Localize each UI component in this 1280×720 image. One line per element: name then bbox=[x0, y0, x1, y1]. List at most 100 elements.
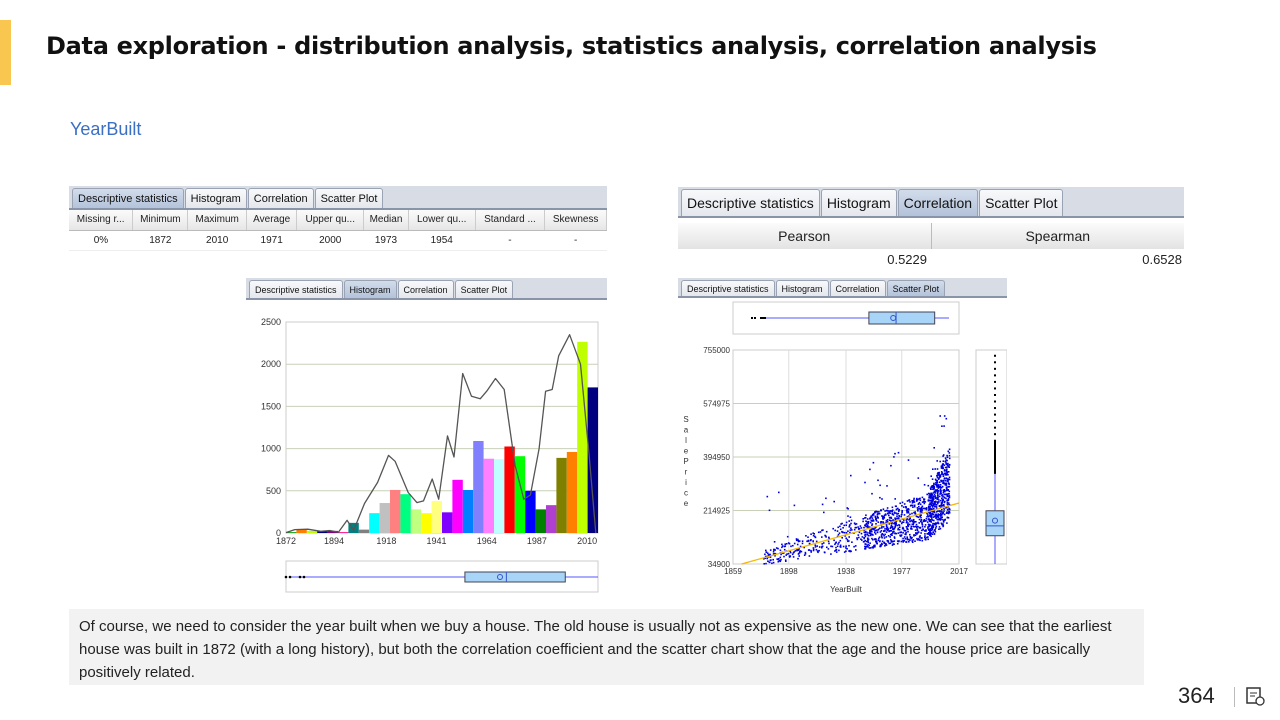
stat-value: 1971 bbox=[260, 234, 283, 246]
scatter-point bbox=[921, 524, 924, 526]
scatter-point bbox=[924, 538, 926, 541]
scatter-point bbox=[927, 505, 930, 508]
column-header[interactable]: Skewness bbox=[544, 210, 607, 231]
column-header[interactable]: Standard ... bbox=[475, 210, 546, 231]
tab-scatter-plot[interactable]: Scatter Plot bbox=[886, 280, 946, 296]
tab-scatter-plot[interactable]: Scatter Plot bbox=[454, 280, 514, 298]
outlier-point bbox=[994, 413, 996, 416]
scatter-point bbox=[932, 468, 934, 470]
explanation-text: Of course, we need to consider the year … bbox=[69, 609, 1144, 685]
tab-descriptive-statistics[interactable]: Descriptive statistics bbox=[249, 280, 343, 298]
histogram-bar bbox=[566, 451, 578, 533]
scatter-point bbox=[933, 493, 936, 496]
tab-correlation[interactable]: Correlation bbox=[247, 188, 314, 208]
scatter-point bbox=[935, 484, 938, 487]
x-tick-label: 1872 bbox=[276, 536, 296, 546]
scatter-point bbox=[911, 519, 913, 522]
scatter-point bbox=[932, 488, 934, 490]
y-tick-label: 574975 bbox=[703, 400, 730, 409]
scatter-point bbox=[879, 484, 881, 487]
scatter-point bbox=[914, 529, 917, 531]
column-header[interactable]: Lower qu... bbox=[408, 210, 476, 231]
column-header[interactable]: Median bbox=[363, 210, 409, 231]
scatter-point bbox=[801, 540, 804, 542]
scatter-point bbox=[932, 525, 935, 527]
scatter-point bbox=[931, 528, 933, 531]
scatter-point bbox=[938, 505, 941, 507]
scatter-point bbox=[916, 500, 918, 502]
scatter-point bbox=[867, 539, 869, 541]
scatter-point bbox=[946, 522, 948, 524]
scatter-point bbox=[924, 507, 926, 510]
scatter-point bbox=[917, 525, 919, 528]
column-header[interactable]: Maximum bbox=[187, 210, 247, 231]
y-tick-label: 34900 bbox=[708, 560, 731, 569]
tab-correlation[interactable]: Correlation bbox=[897, 189, 979, 216]
scatter-point bbox=[804, 553, 807, 555]
scatter-point bbox=[845, 532, 848, 534]
scatter-point bbox=[942, 481, 945, 484]
tab-histogram[interactable]: Histogram bbox=[343, 280, 397, 298]
tab-correlation[interactable]: Correlation bbox=[397, 280, 454, 298]
scatter-point bbox=[863, 526, 865, 529]
tab-histogram[interactable]: Histogram bbox=[820, 189, 897, 216]
tab-correlation[interactable]: Correlation bbox=[829, 280, 886, 296]
scatter-point bbox=[941, 500, 944, 503]
scatter-point bbox=[927, 538, 929, 541]
scatter-point bbox=[945, 493, 948, 496]
tab-descriptive-statistics[interactable]: Descriptive statistics bbox=[681, 189, 820, 216]
scatter-point bbox=[779, 549, 782, 552]
scatter-point bbox=[872, 538, 874, 541]
scatter-point bbox=[812, 548, 815, 551]
y-axis-label-letter: e bbox=[684, 499, 689, 508]
scatter-point bbox=[936, 491, 939, 494]
slide-notes-icon[interactable] bbox=[1245, 686, 1265, 706]
scatter-point bbox=[928, 495, 930, 497]
column-header[interactable]: Average bbox=[246, 210, 298, 231]
tab-histogram[interactable]: Histogram bbox=[184, 188, 247, 208]
scatter-point bbox=[929, 512, 932, 515]
scatter-point bbox=[886, 529, 888, 531]
scatter-point bbox=[928, 511, 930, 514]
outlier-point bbox=[760, 317, 762, 319]
scatter-point bbox=[888, 523, 891, 525]
histogram-bar bbox=[286, 532, 297, 533]
scatter-point bbox=[907, 530, 909, 533]
tab-scatter-plot[interactable]: Scatter Plot bbox=[979, 189, 1064, 216]
scatter-point bbox=[933, 483, 935, 486]
histogram-bar bbox=[577, 341, 588, 533]
scatter-point bbox=[872, 513, 874, 516]
column-header[interactable]: Missing r... bbox=[69, 210, 134, 231]
scatter-point bbox=[947, 493, 950, 495]
scatter-point bbox=[897, 532, 900, 534]
column-header[interactable]: Upper qu... bbox=[296, 210, 365, 231]
scatter-point bbox=[893, 536, 896, 538]
scatter-point bbox=[849, 531, 851, 534]
scatter-point bbox=[784, 543, 786, 545]
scatter-point bbox=[867, 543, 869, 546]
scatter-point bbox=[868, 544, 871, 547]
scatter-point bbox=[907, 522, 909, 524]
scatter-point bbox=[814, 546, 817, 548]
scatter-point bbox=[931, 518, 933, 520]
scatter-point bbox=[798, 548, 800, 550]
scatter-point bbox=[785, 560, 787, 562]
scatter-point bbox=[885, 524, 888, 526]
tab-histogram[interactable]: Histogram bbox=[775, 280, 829, 296]
scatter-point bbox=[913, 521, 916, 523]
scatter-point bbox=[876, 514, 879, 516]
tab-scatter-plot[interactable]: Scatter Plot bbox=[314, 188, 384, 208]
scatter-point bbox=[944, 500, 946, 503]
scatter-point bbox=[923, 484, 926, 486]
tab-descriptive-statistics[interactable]: Descriptive statistics bbox=[681, 280, 775, 296]
outlier-point bbox=[994, 445, 996, 448]
scatter-point bbox=[908, 523, 911, 526]
scatter-point bbox=[880, 509, 882, 512]
scatter-point bbox=[946, 459, 948, 462]
scatter-point bbox=[893, 511, 896, 514]
scatter-point bbox=[919, 509, 922, 512]
scatter-point bbox=[909, 517, 911, 520]
y-axis-label-letter: S bbox=[683, 415, 688, 424]
column-header[interactable]: Minimum bbox=[132, 210, 189, 231]
tab-descriptive-statistics[interactable]: Descriptive statistics bbox=[72, 188, 184, 208]
